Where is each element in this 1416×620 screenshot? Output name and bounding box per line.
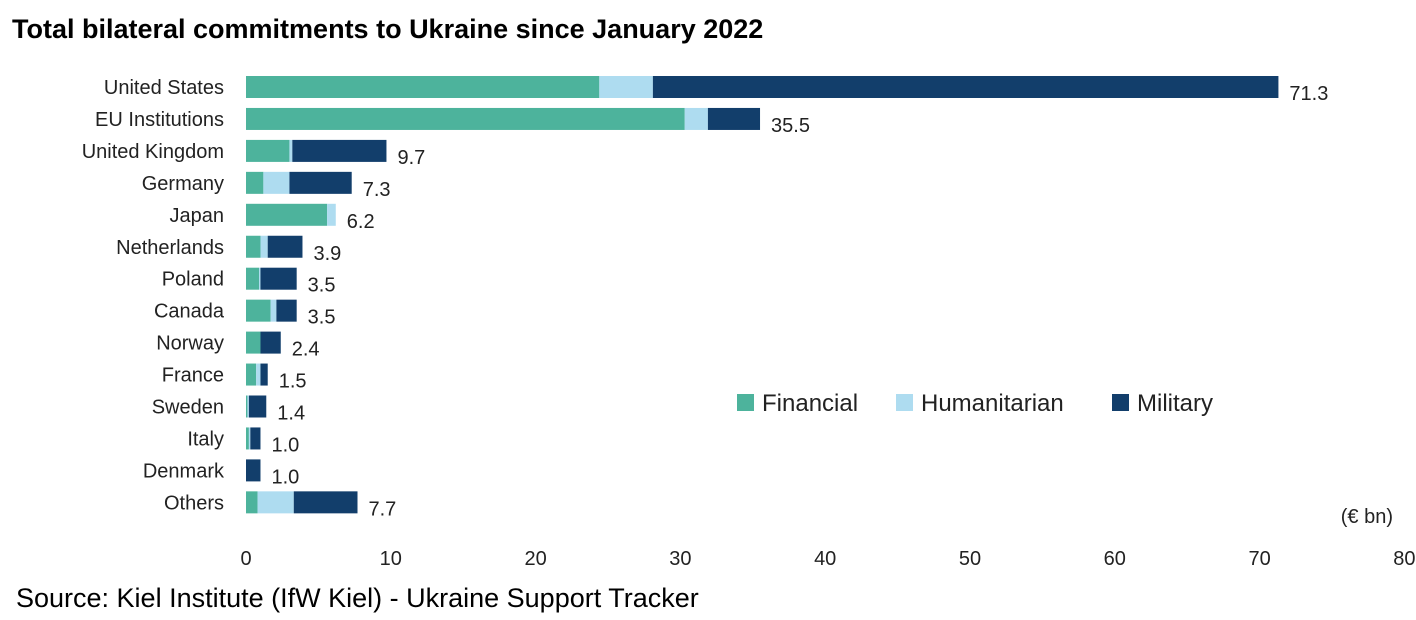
bar-united-states-military	[652, 76, 1279, 98]
category-label-eu-institutions: EU Institutions	[95, 109, 224, 131]
bar-italy-humanitarian	[248, 427, 251, 450]
value-label-canada: 3.5	[308, 307, 336, 329]
bar-canada-military	[276, 299, 297, 322]
bar-united-kingdom-military	[292, 139, 387, 162]
bar-others-humanitarian	[257, 491, 294, 514]
value-label-others: 7.7	[368, 498, 396, 520]
value-label-eu-institutions: 35.5	[771, 115, 810, 137]
value-label-netherlands: 3.9	[313, 243, 341, 265]
legend-swatch-financial	[737, 394, 754, 411]
source-note: Source: Kiel Institute (IfW Kiel) - Ukra…	[16, 583, 699, 613]
legend-label-financial: Financial	[762, 390, 858, 417]
legend-label-humanitarian: Humanitarian	[921, 390, 1064, 417]
legend-swatch-humanitarian	[896, 394, 913, 411]
x-tick-label-0: 0	[240, 548, 251, 570]
x-axis: 0 10 20 30 40 50 60 70 80	[240, 548, 1415, 570]
category-label-france: France	[162, 365, 224, 387]
category-label-norway: Norway	[156, 333, 224, 355]
bar-canada-humanitarian	[270, 299, 277, 322]
bar-germany-military	[289, 171, 352, 194]
x-tick-label-40: 40	[814, 548, 836, 570]
bar-france-humanitarian	[256, 363, 261, 386]
bar-poland-humanitarian	[259, 267, 261, 290]
value-label-united-states: 71.3	[1289, 83, 1328, 105]
value-label-poland: 3.5	[308, 275, 336, 297]
legend-swatch-military	[1112, 394, 1129, 411]
bar-norway-military	[260, 331, 281, 354]
bar-sweden-humanitarian	[247, 395, 249, 418]
category-label-sweden: Sweden	[152, 397, 224, 419]
chart-title: Total bilateral commitments to Ukraine s…	[12, 14, 764, 44]
bar-germany-humanitarian	[263, 171, 290, 194]
bar-sweden-military	[248, 395, 267, 418]
bar-united-kingdom-financial	[246, 139, 290, 162]
bar-denmark-military	[246, 459, 261, 482]
bar-others-military	[293, 491, 358, 514]
value-label-norway: 2.4	[292, 339, 320, 361]
bar-france-financial	[246, 363, 257, 386]
category-label-united-kingdom: United Kingdom	[82, 141, 224, 163]
x-tick-label-20: 20	[524, 548, 546, 570]
category-label-others: Others	[164, 492, 224, 514]
bar-united-kingdom-humanitarian	[289, 139, 293, 162]
bar-sweden-financial	[246, 395, 248, 418]
bar-eu-institutions-military	[707, 107, 761, 130]
bar-netherlands-humanitarian	[260, 235, 268, 258]
bar-japan-humanitarian	[327, 203, 336, 226]
bar-netherlands-financial	[246, 235, 261, 258]
legend: Financial Humanitarian Military	[737, 390, 1213, 417]
x-tick-label-30: 30	[669, 548, 691, 570]
bar-group	[246, 76, 1279, 514]
category-label-italy: Italy	[187, 428, 224, 450]
unit-label: (€ bn)	[1341, 506, 1393, 528]
legend-label-military: Military	[1137, 390, 1213, 417]
value-label-italy: 1.0	[271, 434, 299, 456]
category-label-canada: Canada	[154, 301, 225, 323]
value-labels: 71.3 35.5 9.7 7.3 6.2 3.9 3.5 3.5 2.4 1.5 1.4 1.0 1.…	[271, 83, 1328, 520]
category-label-poland: Poland	[162, 269, 224, 291]
bar-italy-military	[250, 427, 261, 450]
value-label-france: 1.5	[279, 371, 307, 393]
bar-italy-financial	[246, 427, 249, 450]
bar-others-financial	[246, 491, 258, 514]
bar-norway-financial	[246, 331, 261, 354]
value-label-denmark: 1.0	[271, 466, 299, 488]
bar-poland-military	[260, 267, 297, 290]
bar-eu-institutions-financial	[246, 107, 685, 130]
bar-poland-financial	[246, 267, 260, 290]
x-tick-label-70: 70	[1248, 548, 1270, 570]
value-label-united-kingdom: 9.7	[397, 147, 425, 169]
value-label-sweden: 1.4	[277, 403, 305, 425]
x-tick-label-50: 50	[959, 548, 981, 570]
bar-germany-financial	[246, 171, 264, 194]
bar-canada-financial	[246, 299, 271, 322]
category-label-denmark: Denmark	[143, 460, 225, 482]
value-label-germany: 7.3	[363, 179, 391, 201]
bar-france-military	[260, 363, 268, 386]
bar-netherlands-military	[267, 235, 303, 258]
category-label-netherlands: Netherlands	[116, 237, 224, 259]
value-label-japan: 6.2	[347, 211, 375, 233]
bar-eu-institutions-humanitarian	[684, 107, 708, 130]
category-label-united-states: United States	[104, 77, 224, 99]
category-label-germany: Germany	[142, 173, 224, 195]
x-tick-label-80: 80	[1393, 548, 1415, 570]
bar-japan-financial	[246, 203, 328, 226]
x-tick-label-60: 60	[1104, 548, 1126, 570]
category-labels: United States EU Institutions United Kingd…	[82, 77, 225, 514]
category-label-japan: Japan	[170, 205, 225, 227]
x-tick-label-10: 10	[380, 548, 402, 570]
bar-united-states-humanitarian	[599, 76, 653, 98]
bar-united-states-financial	[246, 76, 600, 98]
